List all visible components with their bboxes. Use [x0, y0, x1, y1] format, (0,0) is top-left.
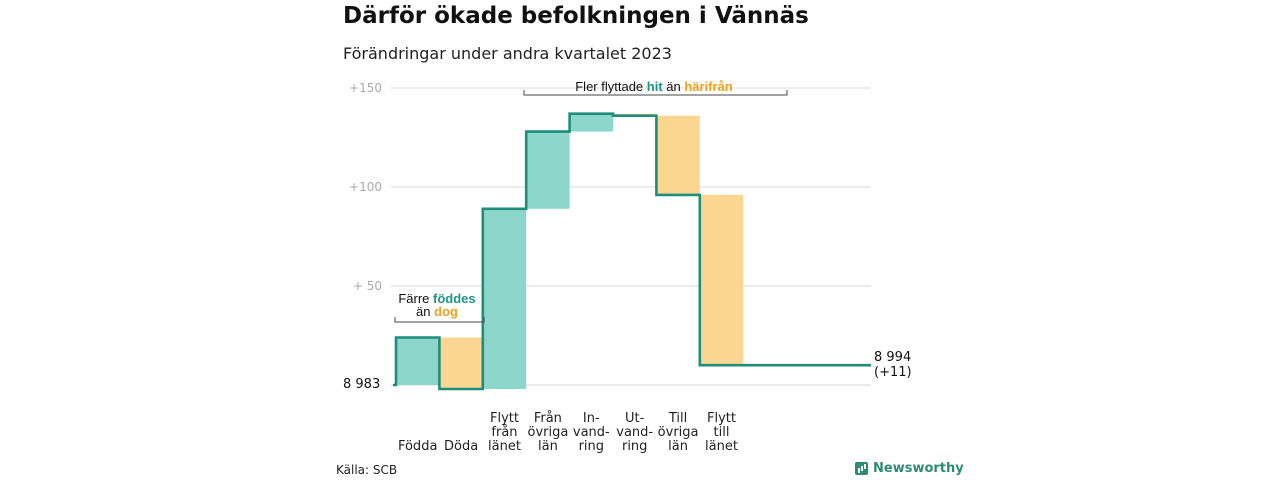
waterfall-bar [396, 337, 440, 385]
category-label: Döda [444, 439, 478, 454]
migration-annotation-bracket [523, 90, 788, 96]
births-annotation-line1: Färre föddes [398, 291, 475, 306]
category-label: Från [534, 411, 562, 426]
births-annotation-bracket [394, 317, 485, 323]
category-label: Ut- [625, 411, 645, 426]
chart-title: Därför ökade befolkningen i Vännäs [343, 3, 809, 29]
category-label: län [538, 439, 558, 454]
migration-annotation: Fler flyttade hit än härifrån [575, 79, 733, 94]
category-label: vand- [616, 425, 653, 440]
y-tick-labels: +150 +100 + 50 [349, 81, 382, 293]
end-value-label: 8 994 [874, 350, 911, 365]
value-labels: 8 983 8 994 (+11) [343, 350, 912, 392]
births-annotation-line2: än dog [416, 304, 458, 319]
y-tick-label: +150 [349, 81, 382, 95]
waterfall-bar [569, 113, 613, 132]
category-label: länet [488, 439, 521, 454]
waterfall-bar [656, 115, 700, 195]
category-label: länet [705, 439, 738, 454]
waterfall-bar [439, 337, 483, 389]
category-label: vand- [573, 425, 610, 440]
end-change-label: (+11) [874, 365, 912, 380]
category-label: övriga [527, 425, 568, 440]
waterfall-bar [526, 131, 570, 209]
newsworthy-logo: Newsworthy [855, 461, 964, 476]
category-labels: Födda DödaFlyttfrånlänetFrånövrigalänIn-v… [398, 411, 738, 454]
category-label: Födda [398, 439, 437, 454]
chart-bars-icon [855, 462, 868, 475]
brand-name: Newsworthy [873, 461, 964, 476]
category-label: Flytt [490, 411, 519, 426]
waterfall-bar [699, 194, 744, 366]
y-tick-label: +100 [349, 180, 382, 194]
category-label: ring [622, 439, 647, 454]
y-tick-label: + 50 [353, 279, 382, 293]
step-line [393, 112, 871, 391]
category-label: ring [579, 439, 604, 454]
category-label: In- [583, 411, 600, 426]
start-value-label: 8 983 [343, 377, 380, 392]
category-label: till [714, 425, 730, 440]
source-note: Källa: SCB [336, 463, 398, 477]
category-label: Flytt [707, 411, 736, 426]
annotations: Färre föddes än dog Fler flyttade hit än… [394, 79, 788, 323]
bars [396, 113, 744, 389]
cumulative-step-line [393, 112, 871, 391]
category-label: övriga [658, 425, 699, 440]
category-label: från [491, 425, 517, 440]
chart-subtitle: Förändringar under andra kvartalet 2023 [343, 44, 672, 63]
waterfall-bar [482, 208, 527, 389]
category-label: Till [668, 411, 687, 426]
category-label: län [668, 439, 688, 454]
